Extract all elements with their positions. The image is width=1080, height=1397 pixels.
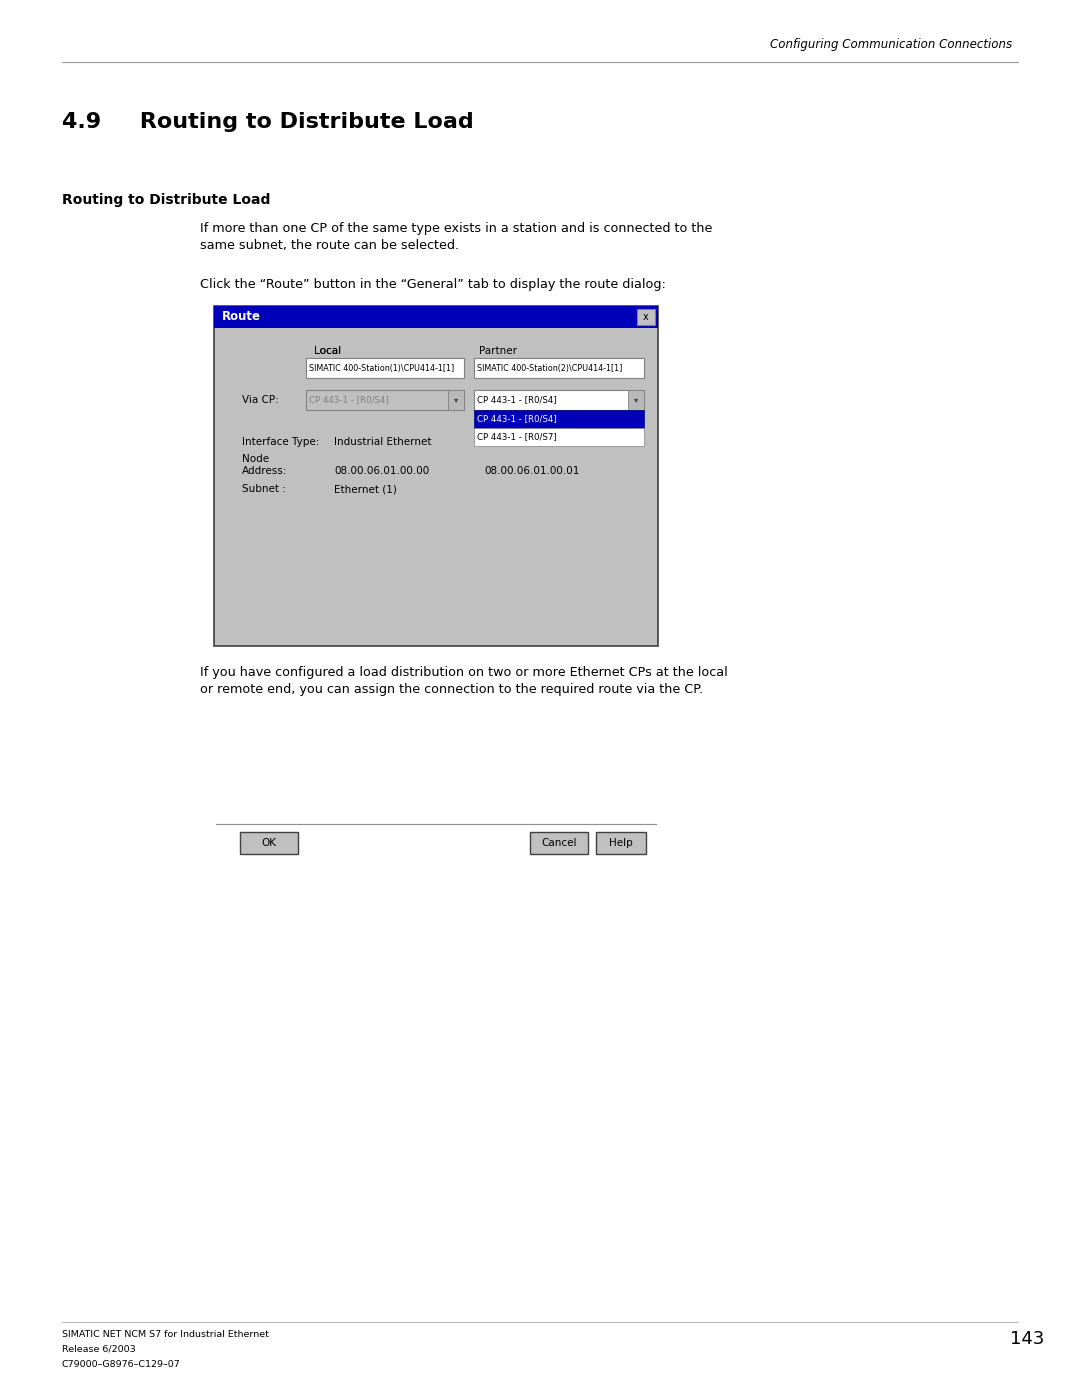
Text: CP 443-1 - [R0/S7]: CP 443-1 - [R0/S7]: [477, 433, 557, 441]
Bar: [306, 390, 464, 409]
Bar: [474, 358, 644, 379]
Text: Interface Type:: Interface Type:: [242, 437, 320, 447]
Text: Address:: Address:: [242, 467, 287, 476]
Text: Local: Local: [314, 346, 341, 356]
Bar: [474, 427, 644, 446]
Text: SIMATIC NET NCM S7 for Industrial Ethernet: SIMATIC NET NCM S7 for Industrial Ethern…: [62, 1330, 269, 1338]
Text: Industrial Ethernet: Industrial Ethernet: [334, 437, 432, 447]
Text: CP 443-1 - [R0/S4]: CP 443-1 - [R0/S4]: [477, 395, 557, 405]
Text: ▾: ▾: [454, 395, 458, 405]
Text: CP 443-1 - [R0/S4]: CP 443-1 - [R0/S4]: [309, 395, 389, 405]
Text: x: x: [643, 312, 649, 321]
Bar: [474, 390, 644, 409]
Text: Via CP:: Via CP:: [242, 395, 279, 405]
Text: If you have configured a load distribution on two or more Ethernet CPs at the lo: If you have configured a load distributi…: [200, 666, 728, 696]
Text: CP 443-1 - [R0/S4]: CP 443-1 - [R0/S4]: [477, 415, 557, 423]
Bar: [306, 358, 464, 379]
Text: 08.00.06.01.00.00: 08.00.06.01.00.00: [334, 467, 429, 476]
Bar: [596, 833, 646, 854]
Text: Configuring Communication Connections: Configuring Communication Connections: [770, 38, 1012, 52]
Text: Partner: Partner: [480, 346, 517, 356]
Text: 4.9     Routing to Distribute Load: 4.9 Routing to Distribute Load: [62, 112, 474, 131]
Text: ▾: ▾: [634, 395, 638, 405]
Bar: [214, 306, 658, 645]
Text: Routing to Distribute Load: Routing to Distribute Load: [62, 193, 270, 207]
Text: Ethernet (1): Ethernet (1): [334, 483, 396, 495]
Text: Help: Help: [609, 838, 633, 848]
Text: Local: Local: [314, 346, 341, 356]
Text: OK: OK: [261, 838, 276, 848]
Text: Cancel: Cancel: [541, 838, 577, 848]
Text: 08.00.06.01.00.01: 08.00.06.01.00.01: [484, 467, 579, 476]
Text: Click the “Route” button in the “General” tab to display the route dialog:: Click the “Route” button in the “General…: [200, 278, 666, 291]
Bar: [474, 409, 644, 427]
Bar: [240, 833, 298, 854]
Text: C79000–G8976–C129–07: C79000–G8976–C129–07: [62, 1361, 180, 1369]
Bar: [637, 309, 654, 326]
Text: Release 6/2003: Release 6/2003: [62, 1344, 136, 1354]
Bar: [214, 306, 658, 328]
Text: SIMATIC 400-Station(2)\CPU414-1[1]: SIMATIC 400-Station(2)\CPU414-1[1]: [477, 363, 622, 373]
Text: 143: 143: [1010, 1330, 1044, 1348]
Bar: [627, 390, 644, 409]
Text: Node: Node: [242, 454, 269, 464]
Text: Route: Route: [222, 310, 261, 324]
Text: SIMATIC 400-Station(1)\CPU414-1[1]: SIMATIC 400-Station(1)\CPU414-1[1]: [309, 363, 455, 373]
Bar: [530, 833, 588, 854]
Text: Subnet :: Subnet :: [242, 483, 286, 495]
Text: If more than one CP of the same type exists in a station and is connected to the: If more than one CP of the same type exi…: [200, 222, 713, 251]
Bar: [448, 390, 464, 409]
